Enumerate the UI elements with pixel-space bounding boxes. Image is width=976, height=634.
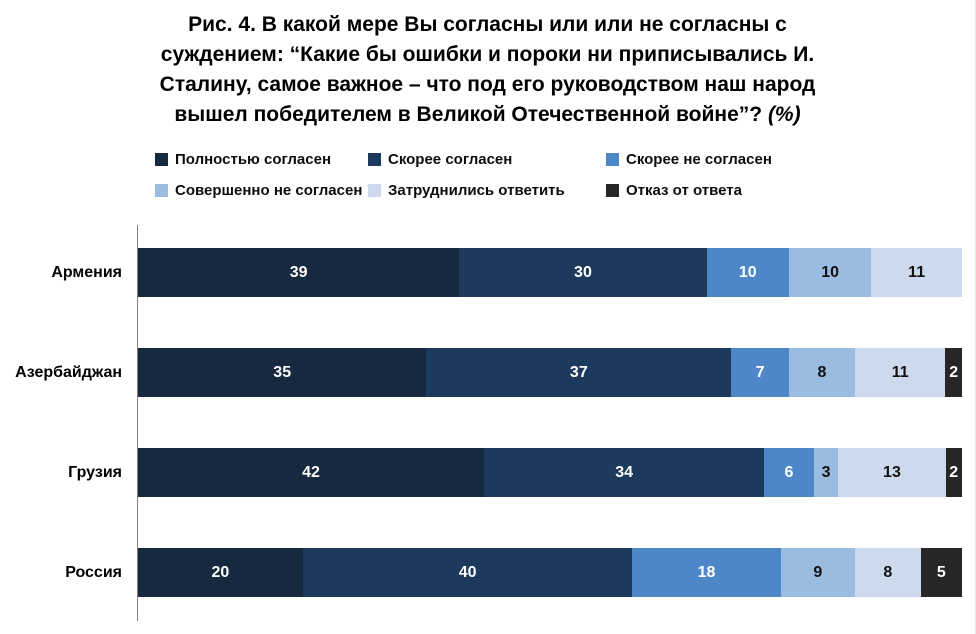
legend-item: Отказ от ответа xyxy=(606,182,772,199)
bar-value-label: 39 xyxy=(289,263,308,281)
legend-swatch xyxy=(155,153,168,166)
category-label: Азербайджан xyxy=(15,364,122,381)
bar-segment: 42 xyxy=(138,448,485,497)
title-percent-note: (%) xyxy=(767,103,801,126)
legend-label: Совершенно не согласен xyxy=(175,182,363,199)
legend-label: Полностью согласен xyxy=(175,151,332,168)
bar-segment: 35 xyxy=(138,348,427,397)
bar-value-label: 7 xyxy=(755,363,765,381)
chart-title-line: Рис. 4. В какой мере Вы согласны или или… xyxy=(188,13,787,36)
bar-value-label: 10 xyxy=(738,263,757,281)
bar-value-label: 37 xyxy=(569,363,588,381)
bar-row: 39 30 10 10 11 xyxy=(138,248,962,297)
plot-area: Армения 39 30 10 10 11 Азербайджан 35 37 7 8 11 2 Гру… xyxy=(0,225,975,621)
bar-row: 35 37 7 8 11 2 xyxy=(138,348,962,397)
bar-segment: 3 xyxy=(813,448,839,497)
legend-swatch xyxy=(606,184,619,197)
bar-segment: 10 xyxy=(706,248,789,297)
bar-segment: 5 xyxy=(920,548,962,597)
legend-label: Затруднились ответить xyxy=(388,182,565,199)
chart-title-line: Сталину, самое важное – что под его руко… xyxy=(159,73,816,96)
bar-value-label: 34 xyxy=(615,463,634,481)
legend: Полностью согласен Скорее согласен Скорее … xyxy=(155,151,772,199)
legend-label: Отказ от ответа xyxy=(626,182,742,199)
bar-segment: 11 xyxy=(871,248,962,297)
chart-title-line: суждением: “Какие бы ошибки и пороки ни … xyxy=(160,43,815,66)
legend-item: Скорее согласен xyxy=(368,151,606,168)
bar-value-label: 11 xyxy=(908,263,926,281)
bar-segment: 2 xyxy=(945,448,962,497)
chart-title: Рис. 4. В какой мере Вы согласны или или… xyxy=(0,10,975,130)
bar-value-label: 35 xyxy=(273,363,292,381)
legend-swatch xyxy=(606,153,619,166)
bar-segment: 6 xyxy=(764,448,814,497)
bar-segment: 37 xyxy=(426,348,732,397)
bar-segment: 30 xyxy=(459,248,707,297)
category-label: Россия xyxy=(65,564,122,581)
bar-value-label: 11 xyxy=(891,363,909,381)
legend-item: Скорее не согласен xyxy=(606,151,772,168)
bar-value-label: 9 xyxy=(813,563,823,581)
bar-segment: 7 xyxy=(731,348,789,397)
bar-value-label: 2 xyxy=(949,463,959,481)
bar-value-label: 18 xyxy=(697,563,716,581)
bar-segment: 34 xyxy=(484,448,765,497)
bar-segment: 11 xyxy=(854,348,946,397)
y-axis-line xyxy=(137,225,138,621)
legend-label: Скорее согласен xyxy=(388,151,513,168)
bar-value-label: 40 xyxy=(458,563,477,581)
bar-segment: 40 xyxy=(302,548,633,597)
bar-value-label: 42 xyxy=(302,463,320,481)
legend-item: Затруднились ответить xyxy=(368,182,606,199)
bar-segment: 8 xyxy=(854,548,921,597)
bar-segment: 8 xyxy=(788,348,855,397)
category-label: Грузия xyxy=(68,464,122,481)
legend-swatch xyxy=(368,153,381,166)
category-label: Армения xyxy=(51,264,122,281)
bar-segment: 18 xyxy=(632,548,781,597)
bar-segment: 20 xyxy=(138,548,303,597)
legend-item: Совершенно не согласен xyxy=(155,182,368,199)
chart-title-line: вышел победителем в Великой Отечественно… xyxy=(174,103,801,126)
bar-segment: 10 xyxy=(788,248,872,297)
bar-value-label: 8 xyxy=(883,563,893,581)
bar-segment: 13 xyxy=(838,448,946,497)
bar-segment: 39 xyxy=(138,248,460,297)
legend-label: Скорее не согласен xyxy=(626,151,772,168)
bar-value-label: 6 xyxy=(784,463,794,481)
bar-value-label: 2 xyxy=(949,363,959,381)
bar-segment: 2 xyxy=(945,348,962,397)
bar-value-label: 5 xyxy=(936,563,946,581)
bar-row: 42 34 6 3 13 2 xyxy=(138,448,962,497)
legend-swatch xyxy=(155,184,168,197)
bar-value-label: 8 xyxy=(817,363,827,381)
bar-value-label: 13 xyxy=(883,463,901,481)
bar-row: 20 40 18 9 8 5 xyxy=(138,548,962,597)
bar-value-label: 20 xyxy=(211,563,230,581)
legend-item: Полностью согласен xyxy=(155,151,368,168)
bar-value-label: 3 xyxy=(821,463,831,481)
bar-value-label: 30 xyxy=(574,263,592,281)
bar-segment: 9 xyxy=(780,548,855,597)
legend-swatch xyxy=(368,184,381,197)
bar-value-label: 10 xyxy=(821,263,840,281)
